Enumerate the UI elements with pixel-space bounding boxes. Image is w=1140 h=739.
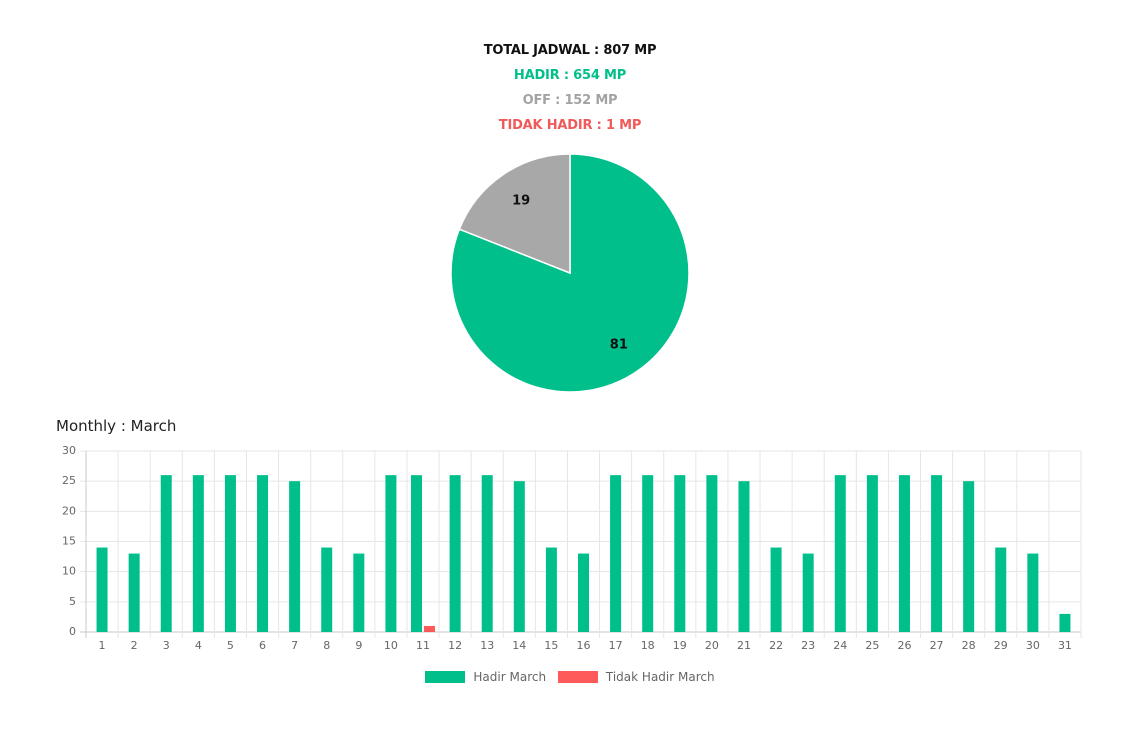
x-tick-label: 11 [416, 639, 430, 652]
y-tick-label: 20 [62, 504, 76, 517]
bar-hadir-12[interactable] [449, 475, 461, 632]
x-tick-label: 1 [99, 639, 106, 652]
bar-hadir-18[interactable] [642, 475, 654, 632]
x-tick-label: 12 [448, 639, 462, 652]
x-tick-label: 2 [131, 639, 138, 652]
bar-hadir-19[interactable] [674, 475, 686, 632]
bar-hadir-27[interactable] [931, 475, 943, 632]
x-tick-label: 27 [930, 639, 944, 652]
x-tick-label: 29 [994, 639, 1008, 652]
x-tick-label: 18 [641, 639, 655, 652]
bar-hadir-6[interactable] [257, 475, 269, 632]
bar-hadir-17[interactable] [610, 475, 622, 632]
bar-hadir-4[interactable] [192, 475, 204, 632]
bar-hadir-28[interactable] [963, 481, 975, 632]
bar-hadir-20[interactable] [706, 475, 718, 632]
bar-hadir-11[interactable] [411, 475, 423, 632]
bar-hadir-25[interactable] [866, 475, 878, 632]
bar-hadir-22[interactable] [770, 547, 782, 632]
y-tick-label: 15 [62, 535, 76, 548]
x-tick-label: 3 [163, 639, 170, 652]
x-tick-label: 4 [195, 639, 202, 652]
bar-hadir-1[interactable] [96, 547, 108, 632]
tidak-hadir-text: TIDAK HADIR : 1 MP [498, 118, 642, 133]
legend-item-hadir[interactable]: Hadir March [425, 670, 546, 684]
y-tick-label: 30 [62, 444, 76, 457]
x-tick-label: 6 [259, 639, 266, 652]
pie-data-label: 19 [512, 194, 530, 209]
legend-swatch-hadir [425, 671, 466, 683]
bar-hadir-5[interactable] [224, 475, 236, 632]
pie-slice-off[interactable] [458, 153, 571, 275]
summary-block: TOTAL JADWAL : 807 MP HADIR : 654 MP OFF… [0, 40, 1140, 140]
total-jadwal-text: TOTAL JADWAL : 807 MP [483, 43, 657, 58]
bar-hadir-31[interactable] [1059, 613, 1071, 632]
bar-hadir-16[interactable] [578, 553, 589, 632]
x-tick-label: 20 [705, 639, 719, 652]
bar-hadir-7[interactable] [289, 481, 301, 632]
bar-hadir-3[interactable] [160, 475, 172, 632]
y-tick-label: 5 [69, 595, 76, 608]
chart-legend: Hadir March Tidak Hadir March [0, 670, 1140, 686]
x-tick-label: 28 [962, 639, 976, 652]
bar-hadir-10[interactable] [385, 475, 397, 632]
bar-hadir-9[interactable] [353, 553, 365, 632]
x-tick-label: 31 [1058, 639, 1072, 652]
bar-hadir-13[interactable] [481, 475, 493, 632]
bar-hadir-15[interactable] [545, 547, 557, 632]
bar-tidak-hadir-11[interactable] [424, 625, 436, 632]
x-tick-label: 25 [865, 639, 879, 652]
x-tick-label: 24 [833, 639, 847, 652]
bar-hadir-21[interactable] [738, 481, 750, 632]
x-tick-label: 9 [355, 639, 362, 652]
x-tick-label: 14 [512, 639, 526, 652]
bar-hadir-30[interactable] [1027, 553, 1039, 632]
attendance-pie-chart: 81 19 [450, 153, 690, 393]
bar-hadir-8[interactable] [321, 547, 333, 632]
x-tick-label: 5 [227, 639, 234, 652]
x-tick-label: 15 [544, 639, 558, 652]
x-tick-label: 7 [291, 639, 298, 652]
x-tick-label: 23 [801, 639, 815, 652]
hadir-text: HADIR : 654 MP [513, 68, 627, 83]
x-tick-label: 21 [737, 639, 751, 652]
y-tick-label: 25 [62, 474, 76, 487]
legend-swatch-tidak-hadir [557, 671, 598, 683]
x-tick-label: 10 [384, 639, 398, 652]
pie-slice-hadir[interactable] [450, 153, 690, 393]
y-tick-label: 0 [69, 625, 76, 638]
x-tick-label: 22 [769, 639, 783, 652]
bar-hadir-24[interactable] [834, 475, 846, 632]
bar-hadir-14[interactable] [513, 481, 525, 632]
legend-item-tidak-hadir[interactable]: Tidak Hadir March [557, 670, 715, 684]
x-tick-label: 13 [480, 639, 494, 652]
bar-hadir-26[interactable] [898, 475, 910, 632]
legend-label-hadir: Hadir March [473, 670, 547, 684]
x-tick-label: 30 [1026, 639, 1040, 652]
y-tick-label: 10 [62, 565, 76, 578]
bar-hadir-2[interactable] [128, 553, 140, 632]
x-tick-label: 19 [673, 639, 687, 652]
x-tick-label: 16 [577, 639, 591, 652]
off-text: OFF : 152 MP [522, 93, 618, 108]
monthly-chart-title: Monthly : March [56, 417, 177, 435]
pie-data-label: 81 [610, 337, 628, 352]
x-tick-label: 8 [323, 639, 330, 652]
legend-label-tidak-hadir: Tidak Hadir March [605, 670, 715, 684]
x-tick-label: 17 [609, 639, 623, 652]
bar-hadir-23[interactable] [802, 553, 814, 632]
bar-hadir-29[interactable] [995, 547, 1007, 632]
x-tick-label: 26 [897, 639, 911, 652]
